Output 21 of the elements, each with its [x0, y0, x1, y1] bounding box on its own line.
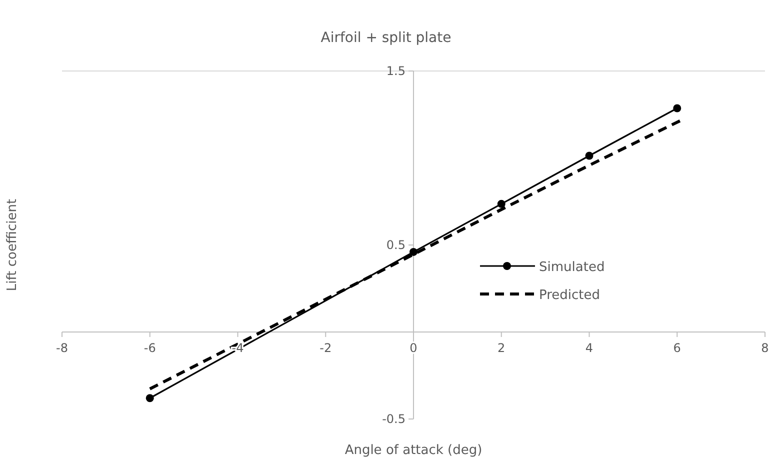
chart-title: Airfoil + split plate [320, 30, 452, 46]
y-tick-label: 0.5 [386, 238, 406, 252]
point [673, 104, 682, 112]
point [497, 200, 506, 208]
x-tick-label: 4 [585, 341, 594, 355]
x-tick-label: 0 [410, 341, 418, 355]
x-tick-label: -8 [56, 341, 68, 355]
point [410, 248, 418, 256]
x-tick-label: 8 [761, 341, 769, 355]
legend-label: Simulated [539, 260, 605, 275]
y-axis-title: Lift coefficient [5, 198, 20, 292]
x-tick-label: -6 [144, 341, 156, 355]
y-tick-label: 1.5 [386, 64, 406, 78]
y-tick-label: -0.5 [382, 412, 406, 426]
x-tick-label: 6 [673, 341, 681, 355]
x-tick-label: -2 [320, 341, 332, 355]
x-tick-label: 2 [498, 341, 506, 355]
legend-label: Predicted [539, 288, 600, 303]
point [146, 394, 154, 402]
point [585, 152, 594, 160]
x-axis-title: Angle of attack (deg) [344, 443, 482, 458]
